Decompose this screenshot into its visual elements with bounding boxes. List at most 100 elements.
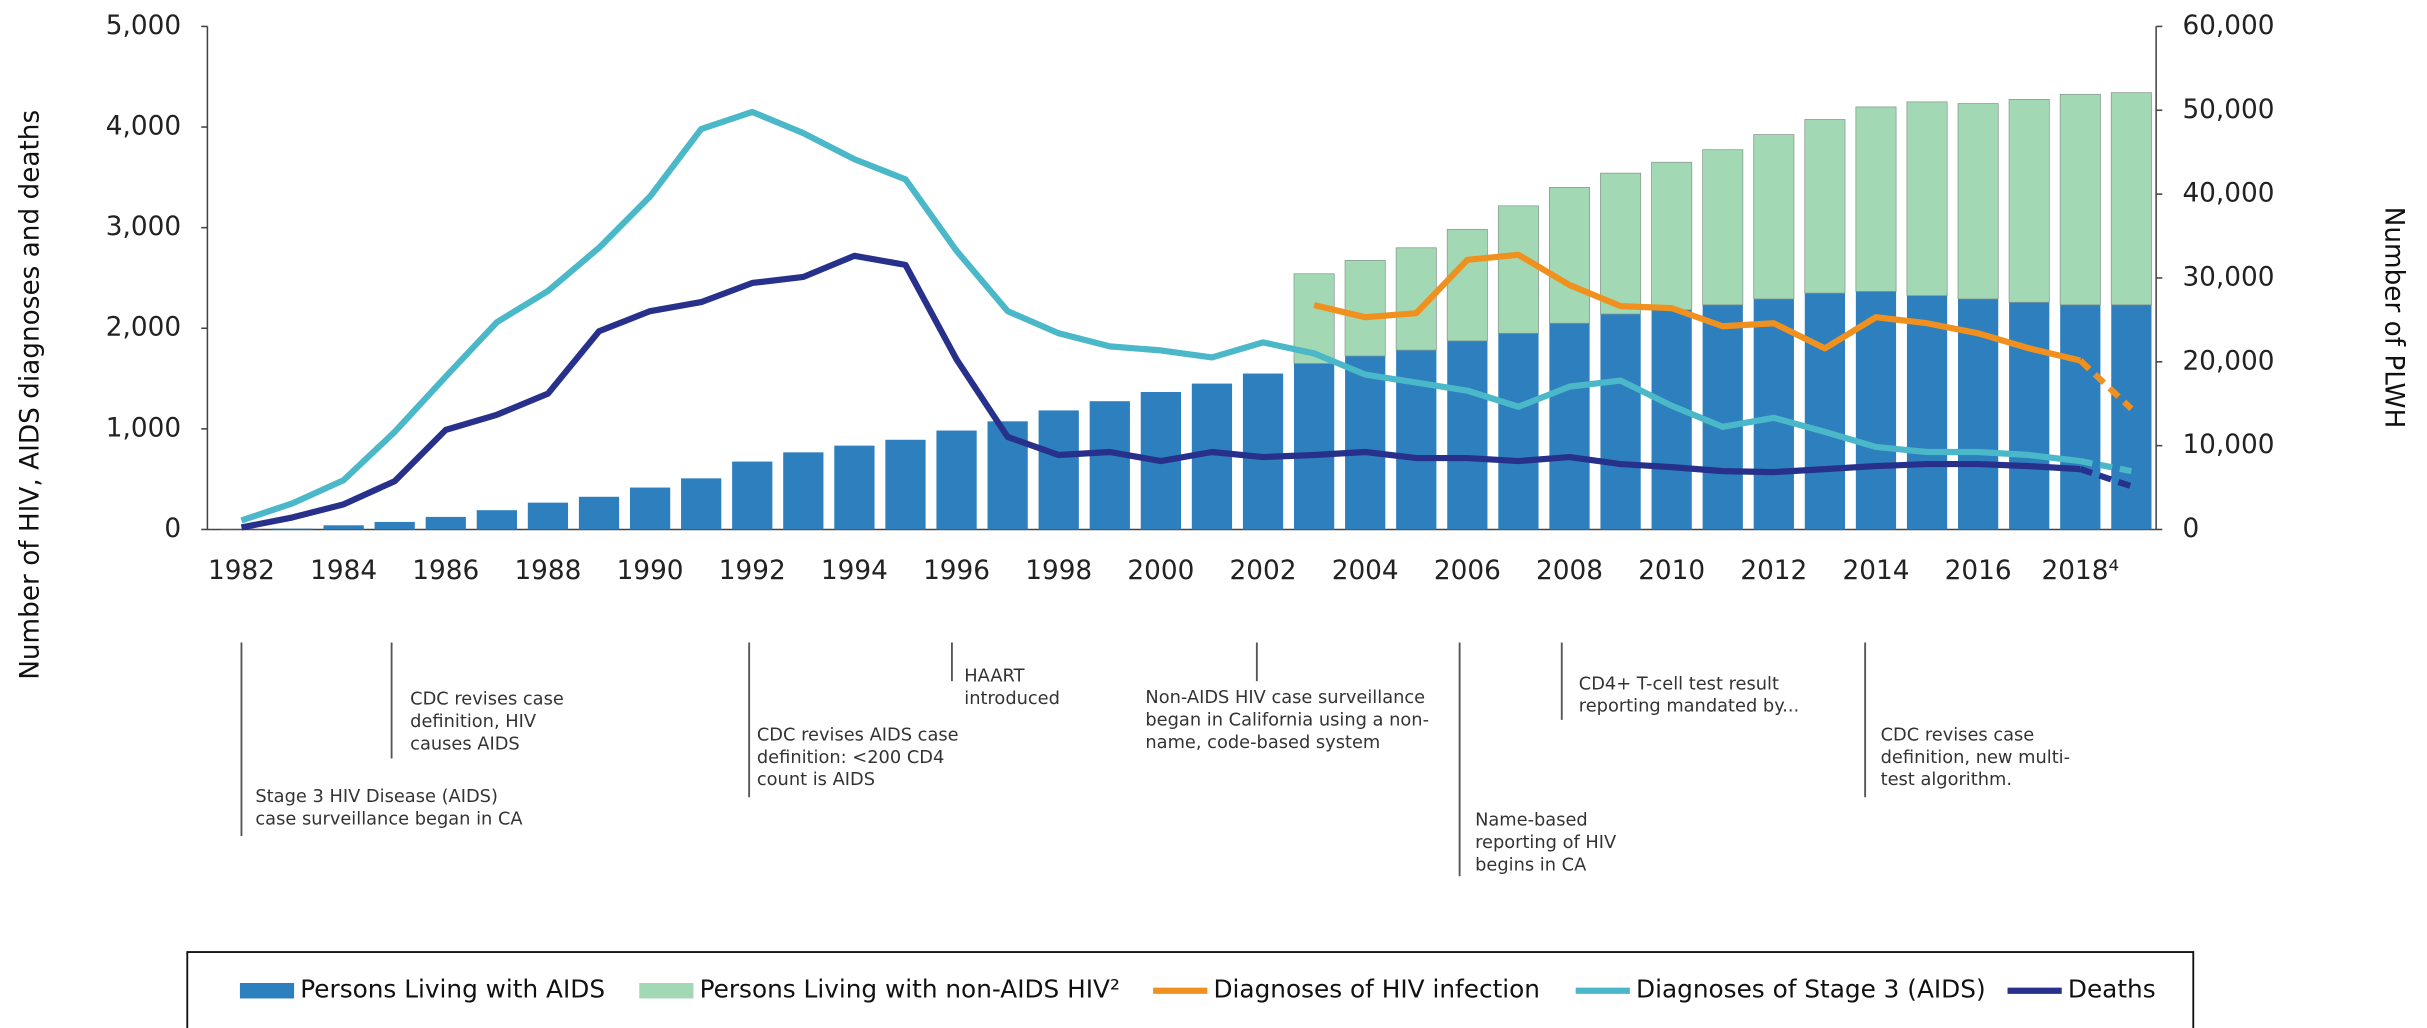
bar [1753,134,1795,300]
annotation: HAART [964,666,1024,687]
annotation: Name-based [1475,809,1588,830]
x-tick-label: 1986 [412,556,479,586]
annotation: Non-AIDS HIV case surveillance [1145,687,1425,708]
bar [1651,309,1692,530]
annotation: reporting mandated by... [1579,696,1799,717]
bar [1498,333,1539,530]
legend-swatch [239,982,295,999]
x-tick-label: 1992 [719,556,786,586]
x-tick-label: 2014 [1843,556,1910,586]
y-tick-label: 0 [164,514,181,544]
line [240,252,2081,531]
annotation: introduced [964,688,1060,709]
bar [1957,103,1999,300]
x-tick-label: 1998 [1025,556,1092,586]
line-dashed [2078,358,2134,411]
x-tick-label: 1996 [923,556,990,586]
bar [1344,259,1386,357]
annotation: reporting of HIV [1475,832,1617,853]
x-tick-label: 2010 [1638,556,1705,586]
bar [1702,304,1743,530]
bar [2060,304,2101,530]
bar [834,445,875,530]
x-tick-label: 1990 [617,556,684,586]
annotation: definition: <200 CD4 [757,747,944,768]
x-tick-label: 2018⁴ [2042,556,2119,586]
bar [629,487,671,530]
bar [1702,149,1744,306]
x-tick-label: 1984 [310,556,377,586]
bar [2009,302,2050,530]
y2-tick-label: 30,000 [2182,262,2274,292]
x-tick-label: 1994 [821,556,888,586]
y-tick-label: 5,000 [106,11,181,41]
y2-tick-label: 40,000 [2182,179,2274,209]
bar [527,502,569,530]
annotation: name, code-based system [1145,732,1380,753]
legend-label: Persons Living with AIDS [300,975,605,1004]
bar [272,528,313,530]
bar [1548,187,1591,324]
x-tick-label: 2008 [1536,556,1603,586]
bar [1345,355,1386,530]
bar [1293,363,1335,530]
bar [2059,93,2101,306]
bar [1651,161,1693,311]
bar [885,439,926,530]
bar [783,452,824,530]
line-dashed [2079,466,2133,490]
annotation: definition, new multi- [1881,747,2070,768]
legend-label: Diagnoses of Stage 3 (AIDS) [1636,975,1986,1004]
bar [2111,304,2152,530]
bar [1038,410,1079,530]
annotation: count is AIDS [757,769,875,790]
bar [1804,119,1846,294]
line [1313,251,2081,364]
bar [1446,228,1488,342]
annotation: test algorithm. [1881,769,2012,790]
annotation: CDC revises AIDS case [757,724,959,745]
bar [1089,401,1130,530]
annotation: case surveillance began in CA [255,809,523,830]
bar [1906,295,1948,530]
y2-tick-label: 10,000 [2182,430,2274,460]
legend-label: Diagnoses of HIV infection [1214,975,1540,1004]
bar [1804,293,1846,530]
bar [1855,291,1897,530]
bar [2008,98,2050,303]
y2-tick-label: 50,000 [2182,95,2274,125]
bar [1396,350,1437,530]
bar [476,510,517,530]
x-tick-label: 2006 [1434,556,1501,586]
bar [1855,106,1897,292]
y-tick-label: 4,000 [106,112,181,142]
annotation: CDC revises case [1881,724,2035,745]
annotation: causes AIDS [410,734,520,755]
bar [1600,172,1642,315]
x-tick-label: 2016 [1945,556,2012,586]
y2-tick-label: 60,000 [2182,11,2274,41]
bar [425,516,466,530]
bar [936,430,977,530]
x-tick-label: 2000 [1127,556,1194,586]
bar [1447,340,1488,530]
bar [1906,101,1948,296]
y-tick-label: 3,000 [106,212,181,242]
bar [1753,298,1794,530]
annotation: began in California using a non- [1145,710,1429,731]
annotation: begins in CA [1475,854,1587,875]
y2-axis-label: Number of PLWH [2378,207,2408,429]
line-dashed [2079,458,2132,475]
bar [323,525,364,530]
legend-label: Deaths [2068,975,2156,1004]
bar [374,521,415,530]
y2-tick-label: 0 [2182,514,2199,544]
bar [732,461,773,530]
annotation: definition, HIV [410,711,537,732]
y-tick-label: 2,000 [106,313,181,343]
legend-swatch [639,982,694,999]
y-tick-label: 1,000 [106,413,181,443]
x-tick-label: 2002 [1230,556,1297,586]
